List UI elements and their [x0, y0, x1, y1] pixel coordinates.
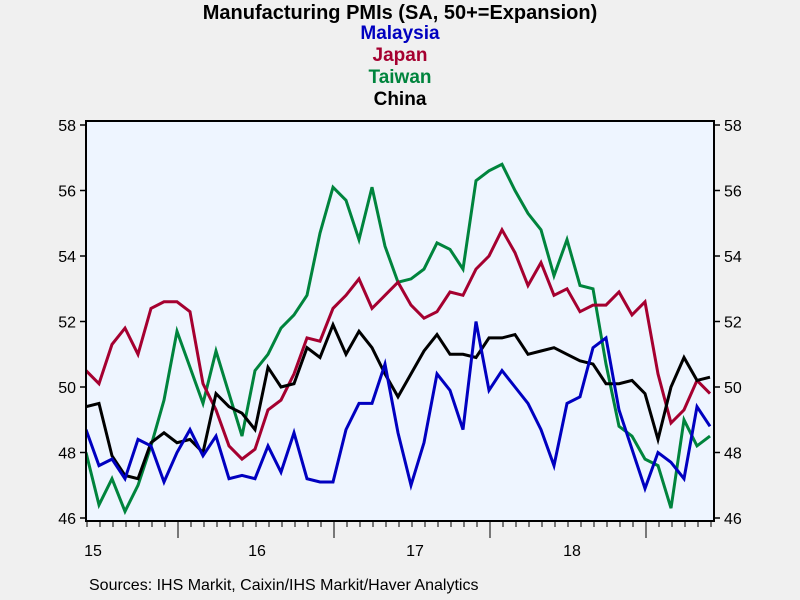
- y-tick-label-right: 46: [724, 511, 742, 528]
- y-tick-label-left: 48: [58, 446, 76, 463]
- plot-area: [86, 121, 714, 521]
- y-tick-label-right: 58: [724, 118, 742, 135]
- y-tick-label-left: 52: [58, 315, 76, 332]
- x-tick-label: 18: [563, 543, 581, 560]
- series-layer: [86, 162, 712, 516]
- legend-japan: Japan: [372, 45, 428, 66]
- y-tick-label-right: 52: [724, 315, 742, 332]
- y-tick-label-left: 50: [58, 380, 76, 397]
- legend-taiwan: Taiwan: [368, 67, 432, 88]
- series-line-malaysia: [86, 321, 712, 494]
- y-tick-label-right: 48: [724, 446, 742, 463]
- legend-malaysia: Malaysia: [360, 23, 440, 44]
- series-line-japan: [86, 226, 712, 462]
- y-tick-label-right: 54: [724, 249, 742, 266]
- chart-title: Manufacturing PMIs (SA, 50+=Expansion): [202, 2, 598, 24]
- series-line-china: [86, 320, 711, 481]
- x-tick-label: 15: [84, 543, 102, 560]
- y-tick-label-right: 56: [724, 184, 742, 201]
- source-note: Sources: IHS Markit, Caixin/IHS Markit/H…: [89, 577, 479, 594]
- y-tick-label-left: 56: [58, 184, 76, 201]
- y-tick-label-right: 50: [724, 380, 742, 397]
- axis-layer: 46 46 48 48 50 50 52 52 54 54 56 56 58 58 15 16 17 18: [58, 118, 742, 560]
- y-tick-label-left: 54: [58, 249, 76, 266]
- x-tick-label: 16: [248, 543, 266, 560]
- legend-china: China: [373, 89, 427, 110]
- x-tick-label: 17: [406, 543, 424, 560]
- y-tick-label-left: 46: [58, 511, 76, 528]
- y-tick-label-left: 58: [58, 118, 76, 135]
